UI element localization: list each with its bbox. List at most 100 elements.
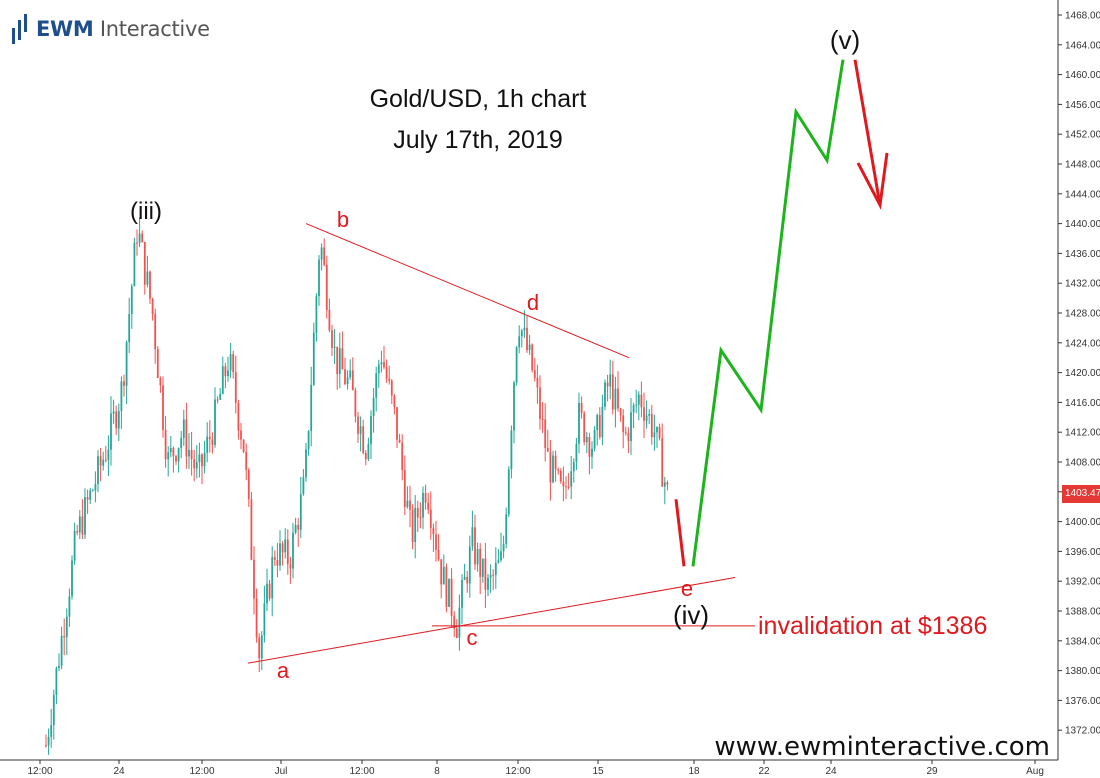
candle-body [281,543,284,553]
candle-body [526,327,528,351]
candle-body [505,514,508,544]
candle-body [424,492,427,503]
time-tick-label: 29 [926,766,938,777]
candle-body [227,370,229,377]
time-tick-label: 12:00 [505,766,530,777]
candle-body [354,390,357,417]
candle-body [224,366,227,377]
candle-body [515,347,518,383]
price-tick-label: 1432.00 [1065,279,1100,290]
projection-green-path [691,59,845,567]
wave-label-d: d [527,290,539,315]
price-tick-label: 1456.00 [1065,100,1100,111]
candle-body [182,419,185,438]
candle-body [510,430,513,470]
candle-body [393,395,396,408]
chart-subtitle: July 17th, 2019 [393,126,563,154]
time-tick-label: 18 [688,766,700,777]
price-tick-label: 1416.00 [1065,398,1100,409]
candle-body [229,354,232,371]
candle-body [167,452,170,460]
candle-body [78,516,81,533]
candle-body [47,736,50,746]
candle-body [315,296,318,333]
candle-body [102,459,105,466]
candle-body [117,411,120,429]
candle-body [554,455,557,470]
candle-body [221,366,224,394]
time-tick-label: Jul [275,766,288,777]
candle-body [466,576,469,584]
time-tick-label: 12:00 [349,766,374,777]
candle-body [372,397,375,417]
candle-body [81,516,84,535]
candle-body [338,348,341,375]
wave-labels: (iii) a b c d e(iv) (v) [130,25,860,683]
candle-body [195,462,198,469]
candle-body [653,432,656,438]
projection-red-arrow [853,59,882,206]
candle-body [97,456,99,485]
candle-body [198,454,201,463]
candle-body [250,499,253,560]
candle-body [260,635,263,659]
candle-body [487,577,489,590]
candle-body [188,449,190,457]
candle-body [666,482,669,485]
invalidation-label: invalidation at $1386 [758,612,987,640]
candle-body [435,534,437,550]
candle-body [58,665,60,668]
candle-body [149,271,151,299]
candle-body [445,566,448,607]
wave-label-iii: (iii) [130,198,162,225]
candle-body [323,247,326,265]
time-tick-label: 8 [434,766,440,777]
candle-body [258,637,261,659]
candle-body [112,411,115,414]
candle-body [528,344,531,351]
candle-body [575,443,578,463]
candle-body [557,469,560,471]
price-tick-label: 1376.00 [1065,696,1100,707]
candle-body [567,486,570,488]
candlestick-series [45,217,669,755]
candle-body [331,330,333,348]
time-tick-label: 12:00 [27,766,52,777]
candle-body [289,564,292,569]
candle-body [632,405,635,413]
candle-body [273,557,276,560]
candle-body [370,416,372,444]
candle-body [99,456,102,466]
price-tick-label: 1412.00 [1065,428,1100,439]
candle-body [476,548,479,565]
arrowhead [856,152,889,210]
candle-body [427,502,430,510]
candle-body [596,414,599,431]
price-axis[interactable]: 1468.00 1464.00 1460.00 1456.00 1452.00 1448.… [1057,0,1100,760]
price-tick-label: 1436.00 [1065,249,1100,260]
candle-body [419,517,422,519]
price-tick-label: 1384.00 [1065,636,1100,647]
candle-body [383,362,385,368]
candle-body [648,413,651,416]
candle-body [513,382,515,431]
price-tick-label: 1380.00 [1065,666,1100,677]
candle-body [292,532,294,569]
candle-body [541,418,544,420]
candle-body [559,470,562,482]
candle-body [416,507,419,518]
candle-body [68,596,71,617]
candle-body [130,286,133,315]
candle-body [645,415,648,421]
candle-body [268,583,271,599]
candle-body [151,298,154,315]
price-tick-label: 1420.00 [1065,368,1100,379]
time-axis[interactable]: 12:00 24 12:00 Jul 12:00 8 12:00 15 18 22 24 29 Aug [0,759,1058,777]
candle-body [643,407,645,421]
candle-body [52,694,55,726]
candle-body [190,449,193,460]
candle-body [208,436,211,440]
candle-body [484,558,487,590]
candle-body [65,616,68,638]
time-tick-label: 15 [592,766,604,777]
